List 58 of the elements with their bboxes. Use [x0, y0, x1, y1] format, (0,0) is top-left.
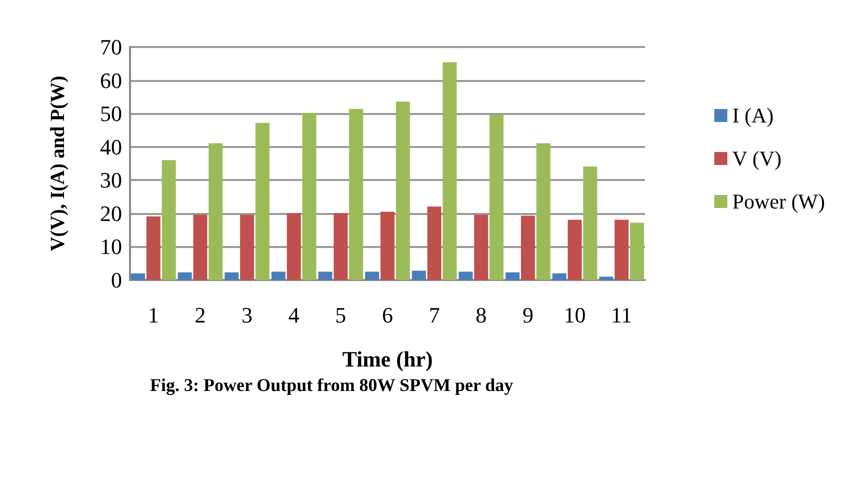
x-tick-label: 2: [194, 302, 206, 328]
x-tick-label: 10: [564, 302, 586, 328]
bar: [334, 213, 348, 280]
bar: [286, 213, 301, 280]
bar: [536, 143, 550, 280]
bar: [208, 143, 223, 280]
legend-label: I (A): [732, 104, 774, 128]
bar: [412, 270, 426, 280]
y-tick-label: 0: [111, 268, 122, 292]
bar: [396, 102, 410, 280]
bar: [271, 272, 286, 280]
bar: [490, 114, 504, 280]
bar: [302, 112, 316, 280]
x-tick-label: 11: [610, 302, 632, 328]
bar: [506, 272, 520, 280]
caption: Fig. 3: Power Output from 80W SPVM per day: [150, 375, 514, 395]
y-tick-label: 30: [100, 168, 122, 193]
bar: [474, 214, 488, 280]
bar: [458, 272, 473, 280]
bar: [520, 216, 535, 280]
bar: [178, 272, 192, 280]
y-tick-label: 60: [100, 68, 122, 93]
bar: [365, 272, 380, 280]
x-tick-label: 1: [148, 302, 159, 328]
legend-label: V (V): [732, 146, 782, 170]
bar: [224, 272, 239, 280]
y-tick-label: 20: [100, 200, 122, 226]
bar: [442, 62, 457, 280]
legend-label: Power (W): [732, 190, 826, 214]
y-tick-label: 10: [100, 234, 122, 260]
bar: [255, 122, 270, 280]
x-tick-label: 6: [382, 302, 393, 328]
x-axis-title: Time (hr): [342, 346, 433, 372]
bar: [630, 222, 644, 280]
y-tick-label: 70: [100, 34, 122, 60]
bar: [146, 216, 160, 280]
bar: [318, 272, 332, 280]
y-axis-title: V(V), I(A) and P(W): [47, 76, 69, 252]
x-tick-label: 3: [242, 302, 253, 328]
y-tick-label: 40: [100, 134, 122, 160]
bar: [614, 220, 629, 280]
bar: [568, 220, 582, 280]
bar: [583, 166, 598, 280]
x-tick-label: 4: [288, 302, 300, 328]
x-tick-label: 5: [335, 302, 346, 328]
x-tick-label: 7: [428, 302, 440, 328]
bar: [193, 214, 208, 280]
bar: [349, 108, 364, 280]
bar: [240, 214, 254, 280]
y-tick-label: 50: [100, 101, 122, 126]
bar: [552, 273, 566, 280]
bar: [131, 273, 146, 280]
x-tick-label: 9: [522, 302, 534, 328]
x-tick-label: 8: [476, 302, 487, 328]
bar: [599, 276, 614, 280]
bar: [380, 212, 394, 280]
bar: [162, 160, 176, 280]
bar: [427, 206, 442, 280]
